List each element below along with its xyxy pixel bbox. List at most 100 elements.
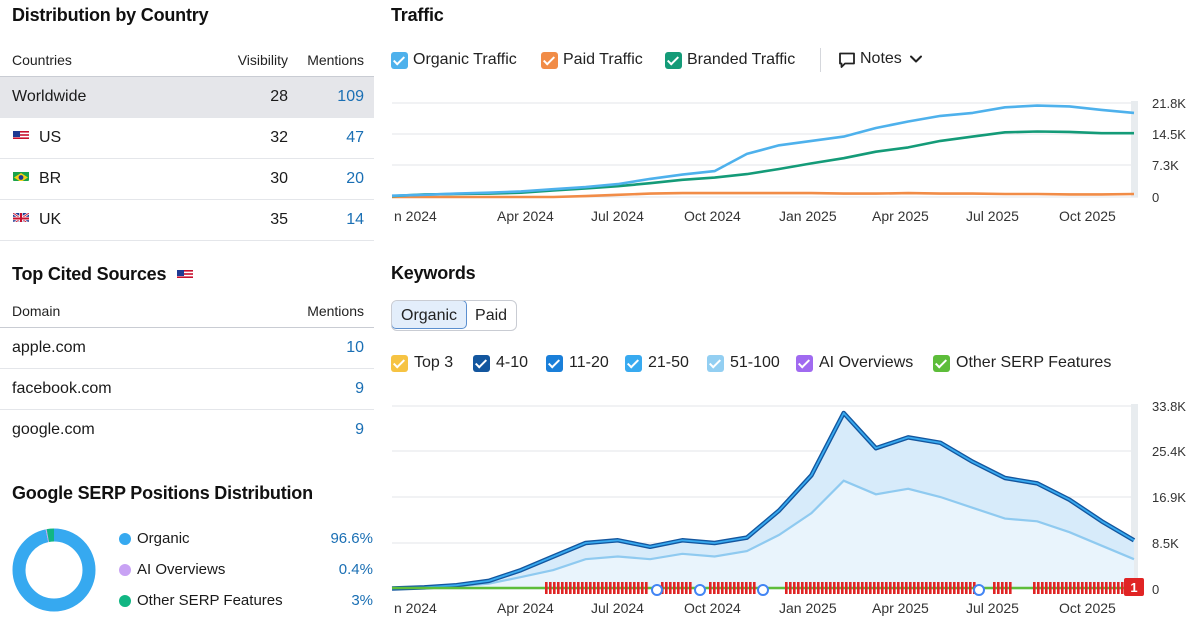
other-serp-dot-icon	[119, 595, 131, 607]
update-marker	[565, 582, 568, 594]
update-marker	[1085, 582, 1088, 594]
x-tick-label: Jul 2024	[591, 600, 644, 616]
pos-11-20-label[interactable]: 11-20	[569, 354, 609, 371]
pos-21-50-label[interactable]: 21-50	[648, 354, 689, 371]
other-serp-label[interactable]: Other SERP Features	[956, 354, 1112, 371]
pos-51-100-checkbox[interactable]	[707, 355, 724, 372]
mentions-header[interactable]: Mentions	[307, 303, 364, 319]
update-marker	[749, 582, 752, 594]
pos-51-100-label[interactable]: 51-100	[730, 354, 780, 371]
traffic-series-organic-traffic	[391, 104, 1135, 197]
update-marker	[1113, 582, 1116, 594]
update-marker	[585, 582, 588, 594]
keywords-line-51-100	[391, 479, 1135, 590]
x-tick-label: n 2024	[394, 600, 437, 616]
update-marker	[573, 582, 576, 594]
y-tick-label: 0	[1152, 582, 1159, 597]
update-marker	[865, 582, 868, 594]
update-marker	[601, 582, 604, 594]
us-flag-icon	[177, 268, 193, 279]
update-marker	[957, 582, 960, 594]
paid-traffic-checkbox[interactable]	[541, 52, 558, 69]
paid-traffic-label[interactable]: Paid Traffic	[563, 51, 643, 68]
serp-value-organic[interactable]: 96.6%	[330, 530, 373, 547]
country-row-uk[interactable]: UK 35 14	[0, 200, 374, 241]
update-marker	[1117, 582, 1120, 594]
update-marker	[681, 582, 684, 594]
update-marker	[557, 582, 560, 594]
traffic-chart[interactable]: 21.8K 14.5K 7.3K 0 n 2024 Apr 2024 Jul 2024 Oct…	[390, 0, 1200, 240]
pos-4-10-label[interactable]: 4-10	[496, 354, 529, 371]
update-marker	[641, 582, 644, 594]
top3-checkbox[interactable]	[391, 355, 408, 372]
update-marker	[613, 582, 616, 594]
mentions-header[interactable]: Mentions	[307, 52, 364, 68]
notes-dropdown[interactable]: Notes	[860, 50, 902, 67]
tab-paid[interactable]: Paid	[475, 307, 508, 324]
update-marker	[1125, 582, 1128, 594]
update-marker	[817, 582, 820, 594]
update-marker	[1061, 582, 1064, 594]
legend-divider	[820, 48, 821, 72]
x-tick-label: Oct 2024	[684, 600, 741, 616]
update-marker	[853, 582, 856, 594]
google-update-icon	[757, 584, 769, 596]
traffic-series-paid-traffic	[392, 191, 1135, 199]
source-mentions-link[interactable]: 10	[346, 339, 364, 356]
domain-header: Domain	[12, 303, 61, 319]
update-marker	[1049, 582, 1052, 594]
update-marker	[661, 582, 664, 594]
pos-11-20-checkbox[interactable]	[546, 355, 563, 372]
tab-organic[interactable]: Organic	[392, 301, 468, 329]
update-marker	[725, 582, 728, 594]
visibility-header[interactable]: Visibility	[237, 52, 288, 68]
ai-overviews-label[interactable]: AI Overviews	[819, 354, 914, 371]
organic-traffic-label[interactable]: Organic Traffic	[413, 51, 517, 68]
update-marker	[949, 582, 952, 594]
update-marker	[1057, 582, 1060, 594]
country-row-us[interactable]: US 32 47	[0, 118, 374, 159]
country-mentions-link[interactable]: 14	[346, 211, 364, 228]
update-marker	[677, 582, 680, 594]
update-marker	[721, 582, 724, 594]
update-marker	[713, 582, 716, 594]
serp-value-other[interactable]: 3%	[351, 592, 373, 609]
country-mentions-link[interactable]: 109	[337, 88, 364, 105]
source-row[interactable]: facebook.com 9	[0, 369, 374, 410]
keywords-type-toggle[interactable]: Organic Paid	[391, 300, 518, 331]
y-tick-label: 25.4K	[1152, 444, 1186, 459]
update-marker	[737, 582, 740, 594]
source-mentions-link[interactable]: 9	[355, 380, 364, 397]
x-tick-label: Apr 2025	[872, 600, 929, 616]
top3-label[interactable]: Top 3	[414, 354, 454, 371]
update-marker	[813, 582, 816, 594]
country-mentions-link[interactable]: 20	[346, 170, 364, 187]
update-marker	[549, 582, 552, 594]
other-serp-checkbox[interactable]	[933, 355, 950, 372]
branded-traffic-checkbox[interactable]	[665, 52, 682, 69]
pos-21-50-checkbox[interactable]	[625, 355, 642, 372]
source-row[interactable]: apple.com 10	[0, 328, 374, 369]
country-row-worldwide[interactable]: Worldwide 28 109	[0, 77, 374, 118]
chevron-down-icon[interactable]	[909, 54, 923, 64]
organic-traffic-checkbox[interactable]	[391, 52, 408, 69]
notes-comment-icon[interactable]	[838, 52, 856, 69]
update-marker	[793, 582, 796, 594]
top-cited-sources-title: Top Cited Sources	[12, 264, 167, 284]
country-mentions-link[interactable]: 47	[346, 129, 364, 146]
source-mentions-link[interactable]: 9	[355, 421, 364, 438]
update-marker	[561, 582, 564, 594]
ai-overviews-checkbox[interactable]	[796, 355, 813, 372]
x-tick-label: Apr 2025	[872, 208, 929, 224]
source-row[interactable]: google.com 9	[0, 410, 374, 451]
pos-4-10-checkbox[interactable]	[473, 355, 490, 372]
serp-value-ai-overviews[interactable]: 0.4%	[338, 561, 373, 578]
x-tick-label: n 2024	[394, 208, 437, 224]
branded-traffic-label[interactable]: Branded Traffic	[687, 51, 796, 68]
update-marker	[941, 582, 944, 594]
country-name: UK	[39, 211, 62, 228]
traffic-title: Traffic	[391, 5, 444, 25]
update-marker	[1001, 582, 1004, 594]
country-row-br[interactable]: BR 30 20	[0, 159, 374, 200]
source-domain: facebook.com	[12, 380, 112, 397]
